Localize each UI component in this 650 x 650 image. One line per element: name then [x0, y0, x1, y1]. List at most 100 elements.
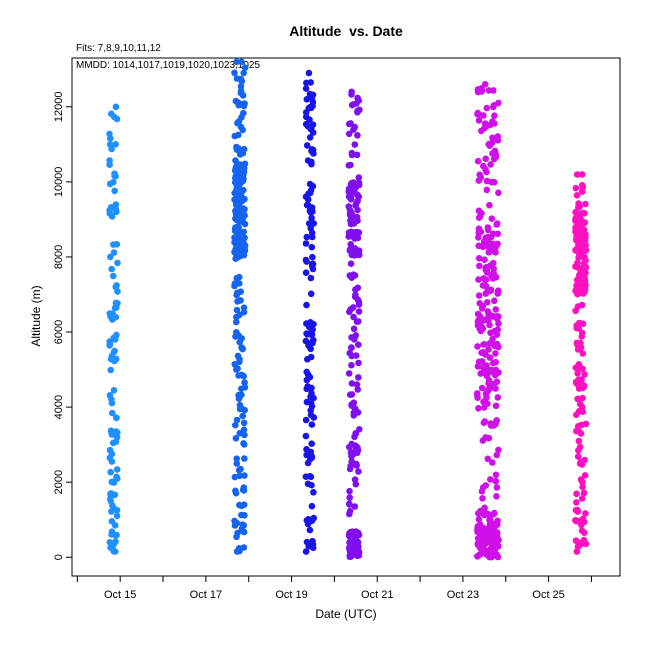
data-point	[474, 322, 482, 329]
data-point	[579, 478, 586, 486]
data-point	[347, 196, 355, 203]
data-point	[574, 453, 582, 460]
data-point	[482, 509, 489, 517]
data-point	[236, 547, 243, 555]
data-point	[106, 180, 114, 188]
data-point	[484, 400, 491, 408]
x-tick-label: Oct 17	[190, 589, 222, 601]
data-points	[106, 58, 590, 561]
data-point	[577, 242, 584, 249]
data-point	[236, 208, 244, 216]
data-point	[306, 373, 314, 381]
data-point	[491, 112, 498, 119]
data-point	[575, 325, 582, 332]
data-point	[235, 146, 242, 154]
data-point	[240, 145, 248, 153]
data-point	[107, 366, 114, 374]
data-point	[350, 304, 357, 311]
data-point	[232, 174, 239, 182]
data-point	[493, 331, 501, 339]
data-point	[112, 103, 120, 111]
data-point	[582, 200, 589, 208]
data-point	[111, 187, 118, 195]
data-point	[493, 484, 501, 491]
data-point	[354, 217, 361, 224]
data-point	[474, 394, 481, 402]
data-point	[493, 451, 501, 459]
data-point	[350, 325, 358, 333]
data-point	[494, 517, 501, 525]
y-tick-label: 2000	[53, 470, 65, 494]
data-point	[490, 510, 498, 518]
data-point	[239, 196, 246, 204]
data-point	[233, 416, 241, 424]
data-point	[493, 551, 500, 558]
data-point	[232, 489, 240, 497]
data-point	[233, 291, 240, 299]
data-point	[493, 417, 501, 424]
data-point	[111, 170, 118, 177]
data-point	[348, 352, 356, 360]
data-point	[302, 416, 310, 424]
data-point	[578, 329, 586, 337]
data-point	[475, 234, 482, 241]
data-point	[237, 405, 244, 412]
data-point	[346, 507, 354, 515]
data-point	[474, 553, 481, 560]
data-point	[113, 241, 121, 248]
data-point	[486, 354, 494, 361]
data-point	[236, 171, 243, 178]
data-point	[574, 370, 581, 377]
data-point	[302, 473, 310, 481]
data-point	[573, 517, 580, 525]
data-point	[491, 341, 498, 349]
data-point	[308, 243, 316, 251]
data-point	[303, 368, 311, 376]
data-point	[109, 439, 117, 447]
data-point	[235, 466, 243, 474]
data-point	[476, 300, 484, 307]
data-point	[113, 466, 121, 473]
data-point	[487, 476, 494, 483]
data-point	[478, 305, 486, 312]
data-point	[478, 127, 485, 135]
data-point	[310, 220, 318, 227]
data-point	[306, 180, 314, 188]
data-point	[107, 468, 114, 476]
data-point	[307, 125, 315, 133]
data-point	[234, 352, 242, 360]
data-point	[490, 359, 497, 367]
data-point	[491, 313, 499, 320]
data-point	[239, 345, 246, 352]
data-point	[351, 503, 359, 510]
data-point	[236, 358, 243, 366]
data-point	[305, 69, 313, 77]
data-point	[355, 341, 362, 349]
data-point	[481, 418, 489, 425]
data-point	[486, 142, 494, 149]
data-point	[231, 132, 239, 140]
data-point	[346, 211, 354, 219]
data-point	[231, 234, 238, 241]
data-point	[108, 265, 115, 273]
data-point	[355, 181, 363, 189]
data-point	[579, 394, 586, 402]
data-point	[478, 358, 486, 365]
data-point	[240, 109, 247, 117]
data-point	[348, 361, 355, 369]
data-point	[302, 548, 310, 555]
data-point	[302, 240, 310, 247]
data-point	[352, 445, 360, 453]
data-point	[352, 480, 360, 488]
data-point	[113, 414, 120, 422]
data-point	[479, 437, 487, 444]
data-point	[306, 134, 314, 141]
data-point	[475, 510, 482, 517]
data-point	[495, 446, 502, 454]
data-point	[487, 161, 494, 168]
data-point	[485, 380, 492, 387]
data-point	[231, 69, 238, 77]
data-point	[482, 155, 490, 163]
data-point	[241, 472, 248, 479]
data-point	[106, 310, 114, 317]
